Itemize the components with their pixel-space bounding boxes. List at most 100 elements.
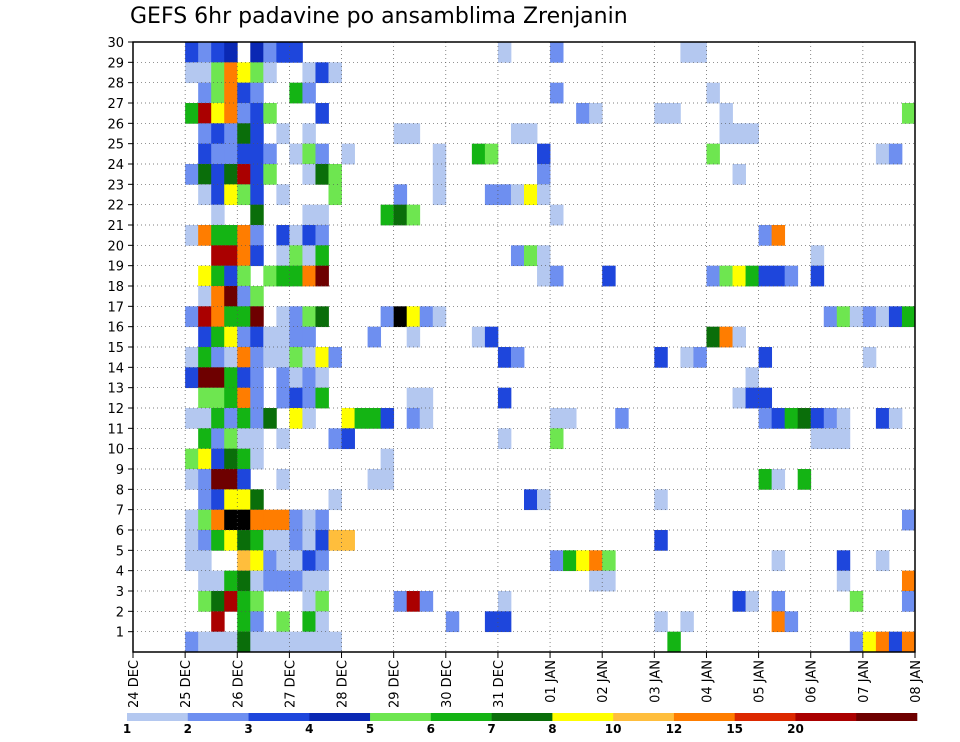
heatmap-cell <box>380 469 395 490</box>
heatmap-cell <box>211 184 225 206</box>
heatmap-cell <box>836 428 851 450</box>
heatmap-cell <box>263 570 277 592</box>
heatmap-cell <box>823 428 838 450</box>
heatmap-cell <box>211 306 225 328</box>
heatmap-cell <box>823 408 838 429</box>
heatmap-cell <box>510 245 525 267</box>
heatmap-cell <box>719 326 733 348</box>
heatmap-cells <box>185 42 916 653</box>
heatmap-cell <box>302 611 316 633</box>
heatmap-cell <box>185 62 199 84</box>
heatmap-cell <box>237 62 251 84</box>
heatmap-cell <box>250 326 264 348</box>
heatmap-cell <box>393 123 408 145</box>
heatmap-cell <box>406 204 421 226</box>
heatmap-cell <box>198 82 212 104</box>
heatmap-cell <box>198 591 212 612</box>
heatmap-cell <box>224 570 238 592</box>
heatmap-cell <box>198 408 212 429</box>
colorbar-swatch <box>552 713 614 721</box>
heatmap-cell <box>224 306 238 328</box>
heatmap-cell <box>211 408 225 429</box>
y-tick-label: 15 <box>107 341 124 356</box>
heatmap-cell <box>276 631 290 653</box>
heatmap-cell <box>537 184 551 206</box>
heatmap-cell <box>237 143 251 165</box>
heatmap-cell <box>276 550 290 572</box>
heatmap-cell <box>706 82 720 104</box>
heatmap-cell <box>237 123 251 145</box>
heatmap-cell <box>328 530 342 551</box>
heatmap-cell <box>224 184 238 206</box>
heatmap-cell <box>810 265 825 287</box>
colorbar-label: 1 <box>123 722 131 736</box>
heatmap-cell <box>276 570 290 592</box>
heatmap-cell <box>211 82 225 104</box>
heatmap-cell <box>250 509 264 531</box>
heatmap-cell <box>211 631 225 653</box>
heatmap-cell <box>393 204 408 226</box>
heatmap-cell <box>328 184 342 206</box>
heatmap-cell <box>250 489 264 511</box>
heatmap-cell <box>211 469 225 490</box>
plot-frame <box>132 41 916 653</box>
heatmap-cell <box>224 103 238 124</box>
x-tick-label: 24 DEC <box>127 660 142 708</box>
y-tick-label: 8 <box>116 483 124 498</box>
heatmap-cell <box>719 123 733 145</box>
x-tick-label: 05 JAN <box>753 660 768 703</box>
heatmap-cell <box>250 631 264 653</box>
heatmap-cell <box>198 164 212 185</box>
heatmap-cell <box>302 204 316 226</box>
heatmap-cell <box>211 530 225 551</box>
heatmap-cell <box>771 225 786 246</box>
heatmap-cell <box>224 286 238 307</box>
heatmap-cell <box>732 123 746 145</box>
heatmap-cell <box>198 509 212 531</box>
heatmap-cell <box>276 509 290 531</box>
heatmap-cell <box>237 448 251 470</box>
heatmap-cell <box>406 326 421 348</box>
heatmap-cell <box>185 469 199 490</box>
x-tick-label: 02 JAN <box>596 660 611 703</box>
heatmap-cell <box>315 245 329 267</box>
heatmap-cell <box>211 591 225 612</box>
heatmap-cell <box>185 631 199 653</box>
heatmap-cell <box>224 143 238 165</box>
heatmap-cell <box>862 306 877 328</box>
heatmap-cell <box>771 469 786 490</box>
colorbar-swatch <box>370 713 432 721</box>
colorbar-swatch <box>430 713 492 721</box>
heatmap-cell <box>419 306 434 328</box>
y-tick-label: 3 <box>116 585 124 600</box>
heatmap-cell <box>276 184 290 206</box>
heatmap-cell <box>289 570 303 592</box>
heatmap-cell <box>315 530 329 551</box>
heatmap-cell <box>693 347 707 368</box>
heatmap-cell <box>901 103 916 124</box>
heatmap-cell <box>237 347 251 368</box>
heatmap-cell <box>693 42 707 63</box>
heatmap-cell <box>237 103 251 124</box>
heatmap-cell <box>497 184 512 206</box>
y-tick-label: 13 <box>107 382 124 397</box>
heatmap-cell <box>250 428 264 450</box>
heatmap-cell <box>589 550 603 572</box>
heatmap-cell <box>302 225 316 246</box>
heatmap-cell <box>198 184 212 206</box>
heatmap-cell <box>758 265 773 287</box>
heatmap-cell <box>680 347 694 368</box>
heatmap-cell <box>289 509 303 531</box>
heatmap-cell <box>771 408 786 429</box>
heatmap-cell <box>211 347 225 368</box>
heatmap-cell <box>510 347 525 368</box>
heatmap-cell <box>315 367 329 389</box>
heatmap-cell <box>654 347 668 368</box>
heatmap-cell <box>432 164 447 185</box>
heatmap-cell <box>250 245 264 267</box>
heatmap-cell <box>289 631 303 653</box>
heatmap-cell <box>224 489 238 511</box>
heatmap-cell <box>732 164 746 185</box>
heatmap-cell <box>393 306 408 328</box>
heatmap-cell <box>367 326 382 348</box>
